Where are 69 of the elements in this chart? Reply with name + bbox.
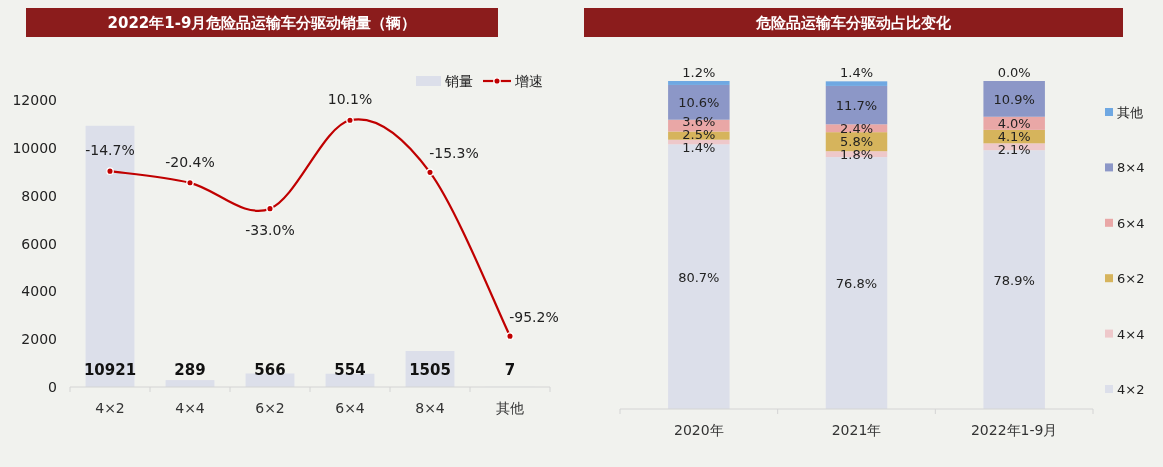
data-label: -95.2% xyxy=(509,309,559,326)
data-label: 2.1% xyxy=(997,141,1031,157)
y-tick-label: 0 xyxy=(48,379,57,395)
y-tick-label: 6000 xyxy=(21,235,57,252)
y-tick-label: 8000 xyxy=(21,187,57,204)
x-tick-label: 6×2 xyxy=(255,400,285,416)
data-label: 1.2% xyxy=(682,64,716,80)
data-label: 10.6% xyxy=(678,94,720,110)
bar xyxy=(825,157,888,409)
legend-label: 8×4 xyxy=(1117,159,1145,175)
point xyxy=(506,332,514,341)
data-label: 0.0% xyxy=(997,64,1031,80)
data-label: 80.7% xyxy=(678,269,720,285)
data-label: -15.3% xyxy=(429,145,479,162)
x-tick-label: 6×4 xyxy=(335,400,365,416)
data-label: -20.4% xyxy=(165,153,215,170)
data-label: 1505 xyxy=(409,361,451,379)
data-label: 289 xyxy=(174,361,206,379)
legend-label: 销量 xyxy=(444,73,473,89)
bar xyxy=(668,81,730,85)
data-label: 10.1% xyxy=(327,91,373,108)
data-label: 2.5% xyxy=(682,126,716,142)
data-label: 3.6% xyxy=(682,113,716,129)
point xyxy=(266,204,274,213)
data-label: 10921 xyxy=(83,361,137,379)
bar xyxy=(85,125,135,387)
data-label: 566 xyxy=(254,361,286,379)
chart-title: 2022年1-9月危险品运输车分驱动销量（辆） xyxy=(107,13,417,32)
data-label: 11.7% xyxy=(835,97,878,113)
legend-label: 其他 xyxy=(1117,104,1143,120)
data-label: 7 xyxy=(504,361,516,379)
x-tick-label: 其他 xyxy=(496,400,524,416)
data-label: -14.7% xyxy=(85,142,135,159)
y-tick-label: 10000 xyxy=(12,139,57,156)
data-label: 1.4% xyxy=(839,64,874,80)
x-tick-label: 2022年1-9月 xyxy=(970,422,1058,438)
y-tick-label: 4000 xyxy=(21,283,57,300)
data-label: -33.0% xyxy=(245,221,295,238)
data-label: 2.4% xyxy=(839,120,874,136)
point xyxy=(426,168,434,177)
data-label: 76.8% xyxy=(835,275,878,291)
x-tick-label: 2021年 xyxy=(831,422,882,438)
x-tick-label: 4×2 xyxy=(95,400,125,416)
data-label: 4.1% xyxy=(997,128,1031,144)
legend-label: 4×2 xyxy=(1117,381,1145,397)
legend-label: 6×4 xyxy=(1117,215,1145,231)
point xyxy=(186,178,194,187)
legend-label: 6×2 xyxy=(1117,270,1145,286)
bar xyxy=(668,144,730,409)
y-tick-label: 12000 xyxy=(12,92,57,108)
legend-label: 增速 xyxy=(514,73,543,89)
x-tick-label: 8×4 xyxy=(415,400,445,416)
bar xyxy=(983,81,1045,117)
point xyxy=(346,116,354,125)
data-label: 1.4% xyxy=(682,139,716,155)
data-label: 4.0% xyxy=(997,115,1031,131)
data-label: 10.9% xyxy=(993,91,1035,107)
chart-title: 危险品运输车分驱动占比变化 xyxy=(755,13,952,32)
bar xyxy=(825,81,888,86)
bar xyxy=(825,85,888,125)
data-label: 78.9% xyxy=(993,272,1035,288)
x-tick-label: 2020年 xyxy=(674,422,724,438)
data-label: 5.8% xyxy=(839,133,874,149)
point xyxy=(106,167,114,175)
x-tick-label: 4×4 xyxy=(175,400,205,416)
data-label: 1.8% xyxy=(839,146,874,162)
legend-label: 4×4 xyxy=(1117,326,1145,342)
data-label: 554 xyxy=(334,361,366,379)
y-tick-label: 2000 xyxy=(21,331,57,348)
